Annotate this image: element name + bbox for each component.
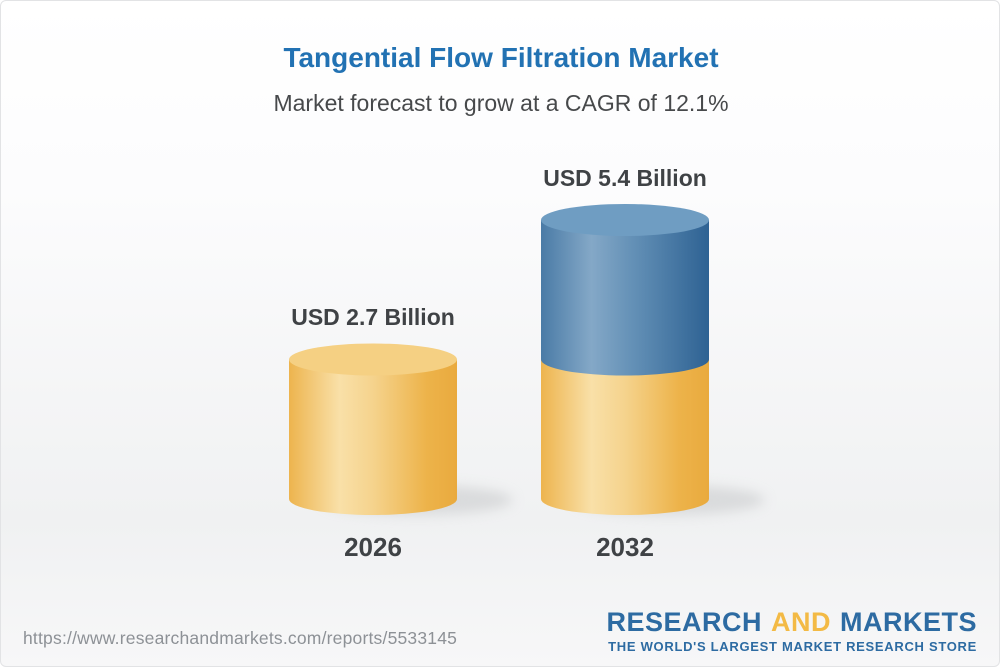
logo-word-research: RESEARCH (606, 607, 762, 637)
cylinder-segment-market-size-base-2032 (541, 359, 709, 515)
cylinder-segment-market-size-base-2026 (289, 359, 457, 515)
page-title: Tangential Flow Filtration Market (283, 42, 719, 73)
chart-header: Tangential Flow Filtration Market Market… (1, 1, 999, 117)
cylinder-top-2026 (289, 343, 457, 376)
logo-tagline: THE WORLD'S LARGEST MARKET RESEARCH STOR… (608, 639, 977, 654)
logo-word-and: AND (771, 607, 831, 637)
bar-value-label-2026: USD 2.7 Billion (291, 304, 455, 330)
logo-word-markets: MARKETS (840, 607, 977, 637)
logo-wordmark: RESEARCH AND MARKETS (606, 608, 977, 636)
bar-value-label-2032: USD 5.4 Billion (543, 165, 707, 191)
report-url-link[interactable]: https://www.researchandmarkets.com/repor… (23, 628, 458, 648)
cylinder-segment-forecast-growth-2032 (541, 220, 709, 376)
x-axis-label-2026: 2026 (344, 532, 402, 562)
page-subtitle: Market forecast to grow at a CAGR of 12.… (273, 90, 729, 116)
research-and-markets-logo: RESEARCH AND MARKETS THE WORLD'S LARGEST… (606, 608, 977, 654)
x-axis-label-2032: 2032 (596, 532, 654, 562)
cylinder-top-2032 (541, 204, 709, 236)
